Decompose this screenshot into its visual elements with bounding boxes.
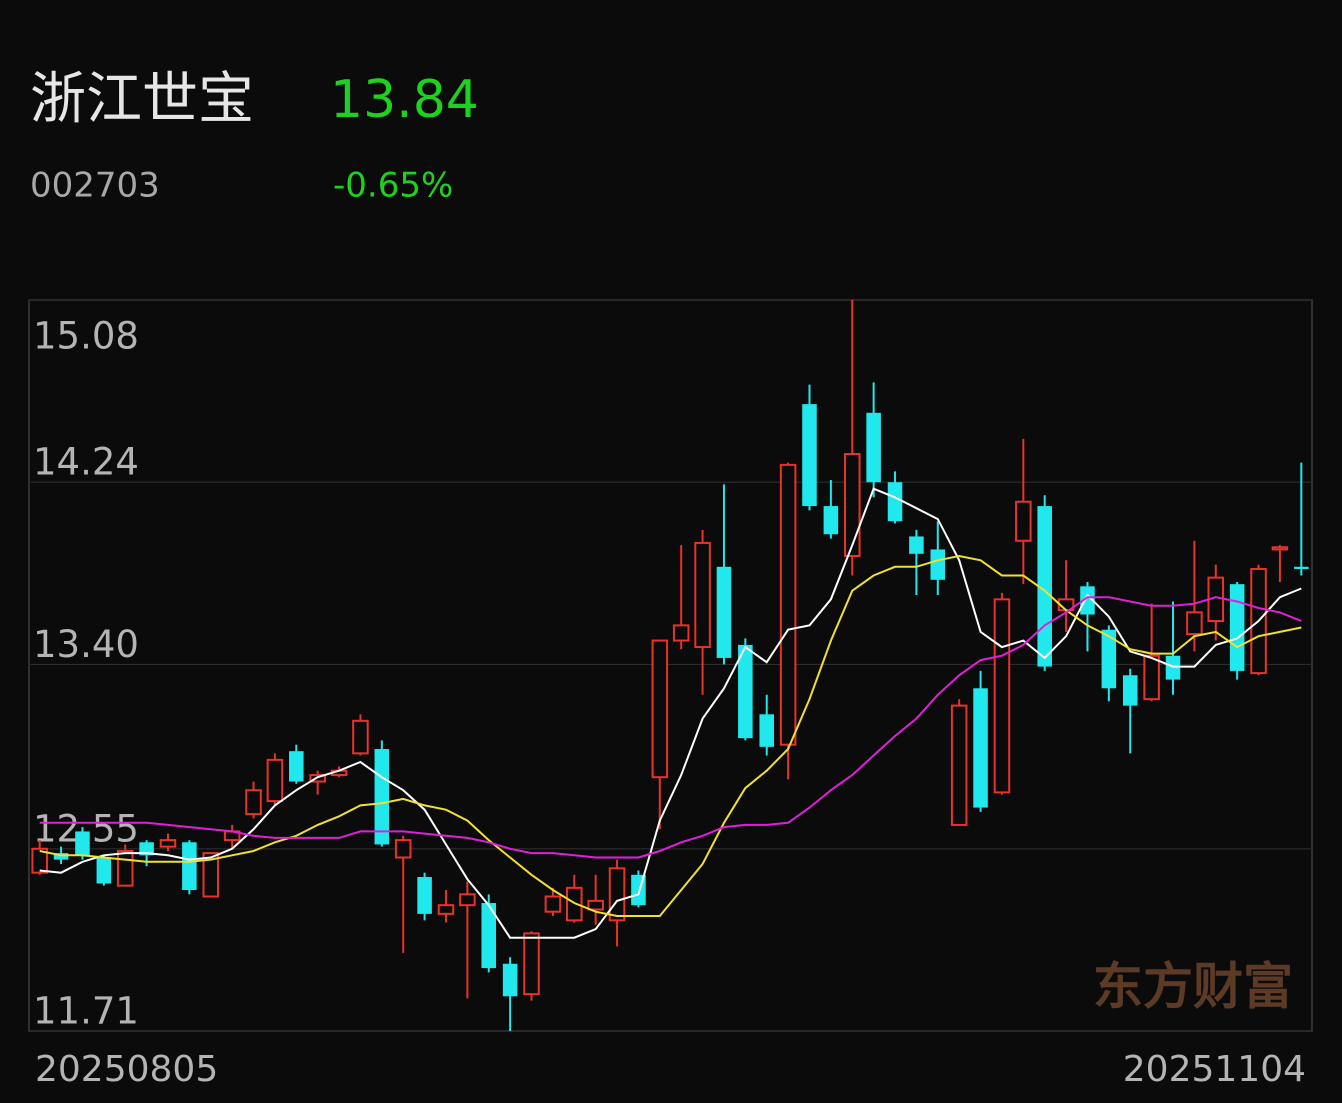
candle-body [116, 849, 134, 887]
candle-body [672, 624, 690, 642]
candle-body [245, 789, 262, 816]
candle-body [779, 463, 797, 746]
candle-body [481, 903, 497, 969]
candle-body [866, 412, 881, 483]
moving-average-line [39, 554, 1302, 917]
candle-body [1080, 586, 1095, 615]
y-tick-label: 14.24 [33, 441, 139, 484]
candle-body [1165, 655, 1181, 680]
candle-body [502, 963, 518, 997]
moving-average-line [39, 487, 1302, 939]
candle-body [887, 482, 903, 522]
watermark: 东方财富 [1093, 958, 1293, 1016]
candle-body [587, 899, 604, 911]
candle-body [394, 839, 412, 859]
candle-body [1294, 566, 1309, 569]
candle-body [1037, 506, 1052, 667]
candle-body [202, 852, 220, 898]
candle-body [417, 876, 432, 914]
candle-body [566, 886, 583, 922]
candle-body [993, 598, 1011, 794]
candle-body [930, 549, 946, 580]
candle-body [1271, 546, 1289, 551]
candle-body [289, 751, 304, 782]
candle-body [352, 719, 369, 755]
moving-average-line [39, 596, 1302, 859]
stock-price: 13.84 [330, 70, 479, 130]
plot-frame [28, 299, 1313, 1032]
candle-body [759, 714, 774, 747]
stock-name: 浙江世宝 [30, 67, 254, 132]
candle-body [266, 758, 284, 803]
candle-body [843, 453, 861, 557]
x-tick-label: 20251104 [1123, 1049, 1306, 1090]
y-tick-label: 15.08 [33, 315, 139, 358]
candle-body [802, 404, 817, 507]
candle-body [96, 857, 112, 884]
y-tick-label: 13.40 [33, 623, 139, 666]
candle-body [1229, 584, 1245, 671]
candle-body [1101, 629, 1117, 689]
candle-body [182, 842, 197, 891]
price-change: -0.65% [333, 166, 453, 206]
stock-code: 002703 [30, 166, 160, 206]
candle-body [437, 904, 455, 915]
candle-body [909, 536, 924, 554]
candle-body [544, 895, 562, 913]
candle-body [31, 847, 48, 874]
candle-body [459, 893, 476, 907]
candle-body [1143, 654, 1160, 701]
candle-body [53, 853, 69, 860]
x-tick-label: 20250805 [35, 1049, 218, 1090]
candle-body [1186, 611, 1203, 636]
candle-body [159, 839, 177, 848]
y-tick-label: 11.71 [33, 990, 139, 1033]
candle-body [523, 932, 540, 996]
candle-body [738, 644, 753, 739]
candle-body [823, 506, 839, 535]
candle-body [75, 831, 90, 856]
candle-body [950, 704, 968, 826]
candle-body [694, 541, 711, 649]
candle-body [651, 639, 669, 779]
candle-body [973, 688, 988, 808]
candle-body [1122, 675, 1138, 706]
candle-body [608, 867, 626, 922]
candle-body [139, 842, 154, 856]
candle-body [374, 749, 390, 845]
candle-body [1015, 500, 1032, 542]
candle-body [716, 566, 732, 658]
